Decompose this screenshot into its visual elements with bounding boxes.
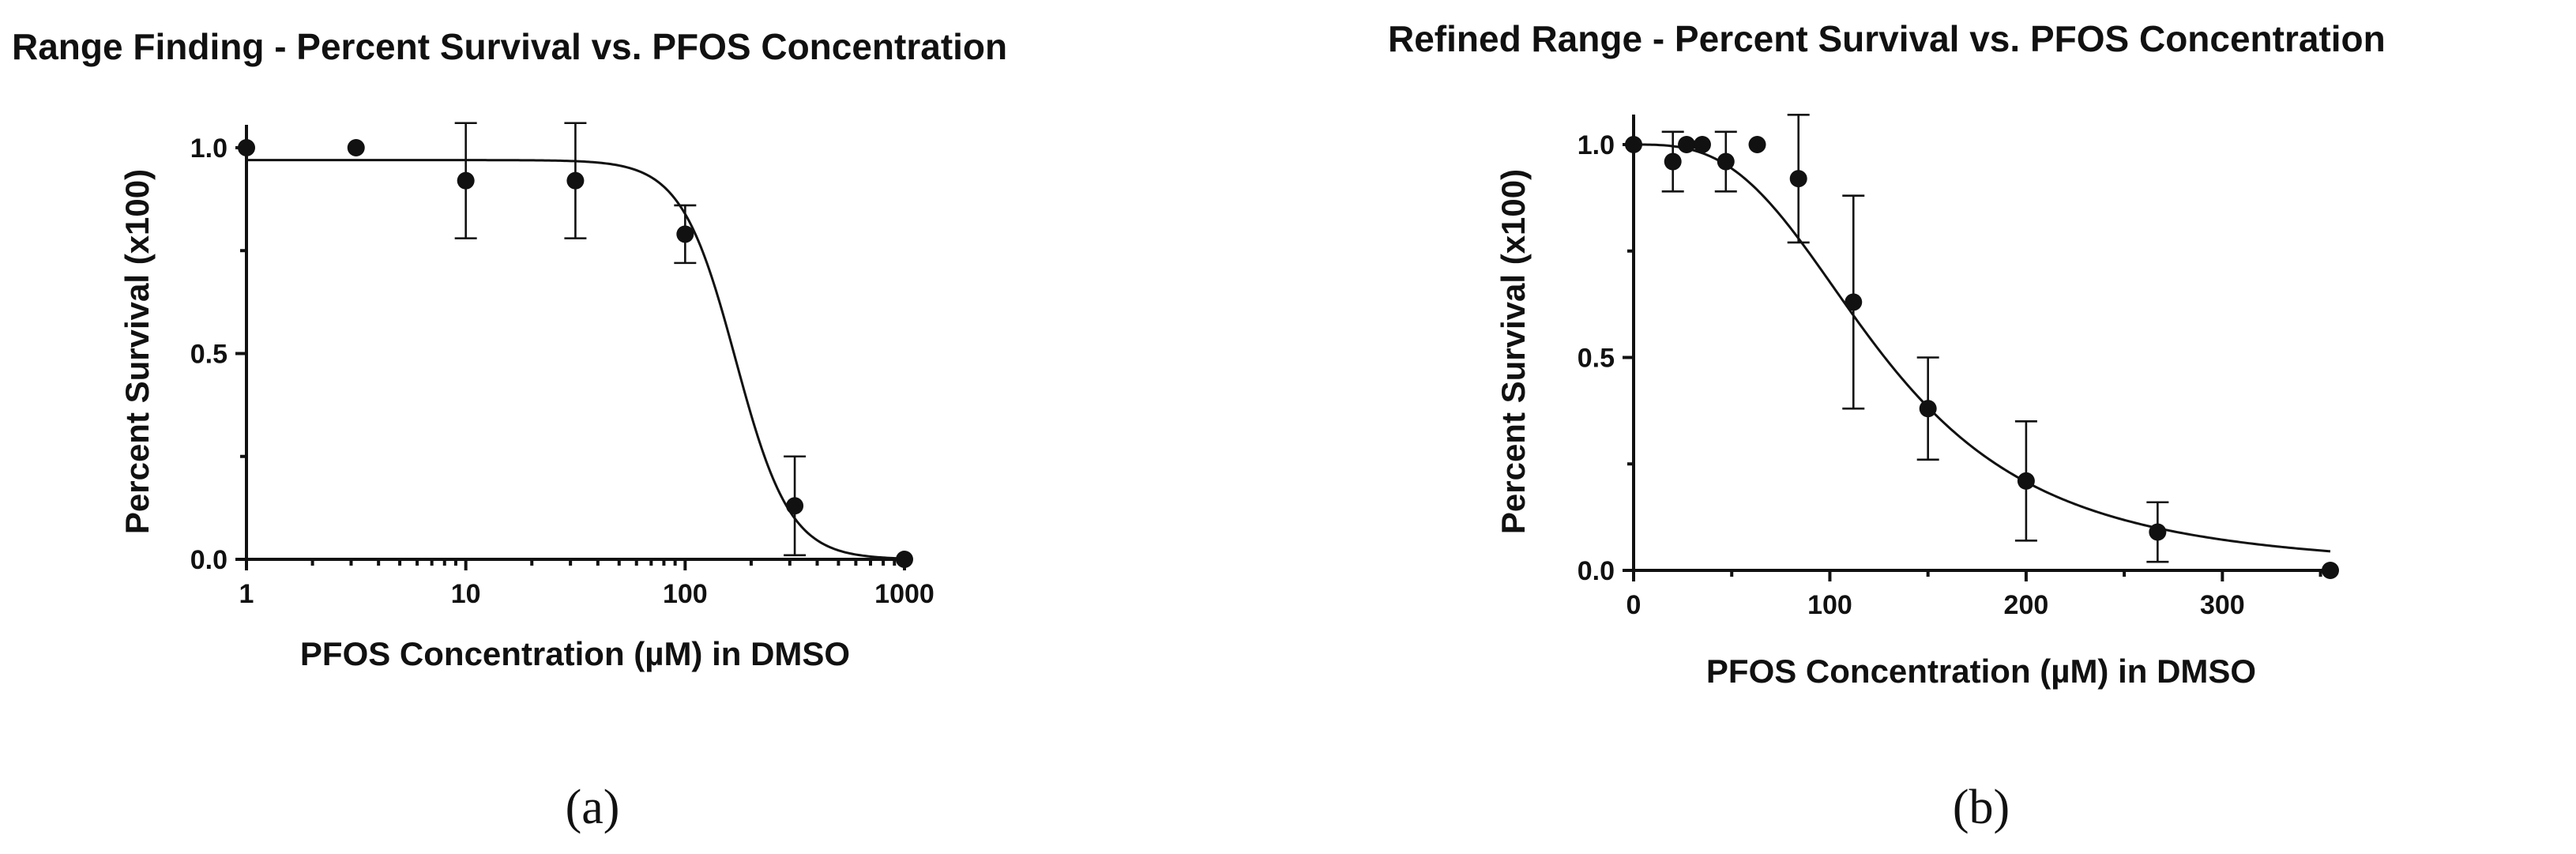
chart-a-y-tick-label: 1.0 [190,134,228,164]
chart-b-x-label: PFOS Concentration (µM) in DMSO [1706,653,2256,690]
chart-a-x-tick-label: 10 [451,579,481,609]
chart-a-x-tick-label: 1 [239,579,254,609]
panel-label-b: (b) [1953,781,2010,834]
chart-b-points [1625,113,2339,579]
chart-a-title: Range Finding - Percent Survival vs. PFO… [12,26,1007,67]
chart-b-fit-curve [1634,143,2331,553]
chart-a-data-point [786,497,804,515]
chart-a-data-point [457,171,475,190]
chart-b-data-point [1625,136,1642,153]
chart-b-data-point [2149,523,2167,541]
chart-b-x-tick-label: 100 [1807,590,1852,620]
panel-label-a: (a) [566,781,620,834]
chart-b-x-tick-label: 300 [2200,590,2245,620]
chart-a-x-tick-label: 100 [663,579,708,609]
chart-b-data-point [1693,136,1711,153]
chart-b-x-tick-label: 0 [1626,590,1641,620]
chart-b-data-point [1748,136,1766,153]
chart-b-data-point [1919,400,1937,418]
chart-a-y-tick-label: 0.0 [190,545,228,575]
chart-a-data-point [896,551,913,568]
chart-a-x-label: PFOS Concentration (µM) in DMSO [300,635,850,672]
chart-b-data-point [2017,472,2035,490]
chart-b-x-tick-label: 200 [2004,590,2049,620]
chart-b-data-point [1664,152,1682,171]
chart-b-fit-line [1634,143,2331,553]
chart-b-data-point [1845,293,1863,311]
chart-b-y-tick-label: 0.5 [1578,344,1615,374]
chart-b-y-label: Percent Survival (x100) [1495,169,1532,534]
chart-b-data-point [1717,152,1735,171]
chart-a-data-point [238,139,255,156]
chart-a-points [238,122,913,568]
chart-a-data-point [676,225,694,243]
chart-b-data-point [1789,170,1807,188]
chart-b-y-tick-label: 0.0 [1578,556,1615,586]
chart-a: Range Finding - Percent Survival vs. PFO… [12,26,1007,834]
chart-b-data-point [1678,136,1696,153]
chart-b-ticks: 0 100 200 300 0.0 0.5 1.0 [1578,130,2322,620]
chart-a-y-tick-label: 0.5 [190,340,228,370]
chart-b: Refined Range - Percent Survival vs. PFO… [1388,18,2386,834]
chart-a-data-point [566,171,585,190]
chart-b-y-tick-label: 1.0 [1578,130,1615,160]
chart-a-ticks: 1 10 100 1000 0.0 0.5 1.0 [190,134,935,609]
chart-a-x-tick-label: 1000 [874,579,935,609]
chart-b-data-point [2322,562,2339,579]
chart-b-title: Refined Range - Percent Survival vs. PFO… [1388,18,2386,59]
chart-a-y-label: Percent Survival (x100) [118,169,156,534]
chart-a-data-point [347,139,365,156]
